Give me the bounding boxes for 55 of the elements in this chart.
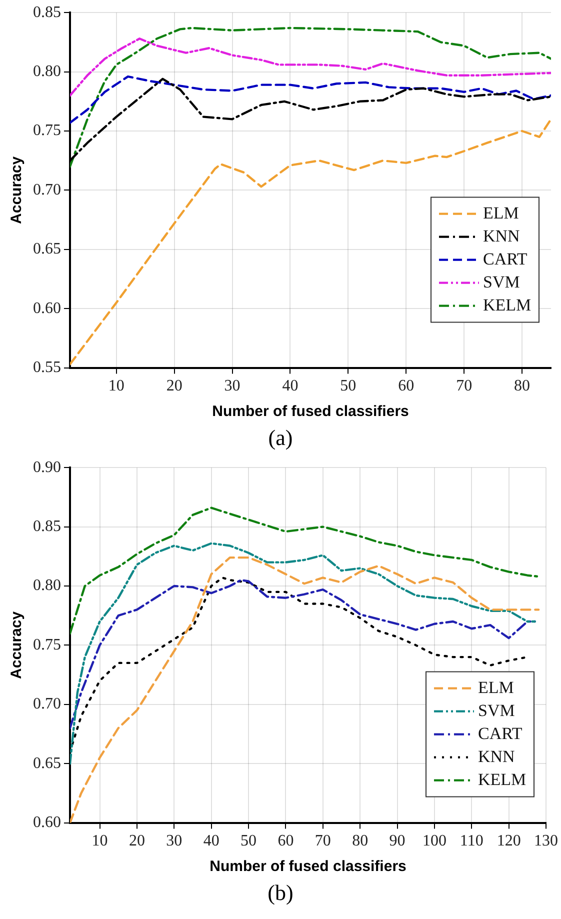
y-axis-title: Accuracy [8, 156, 26, 224]
y-tick-label: 0.60 [33, 300, 61, 317]
x-tick-label: 40 [203, 832, 220, 850]
x-tick-label: 100 [422, 832, 446, 850]
legend-label: KNN [478, 746, 515, 766]
y-tick-label: 0.75 [33, 636, 61, 654]
x-tick-label: 10 [108, 378, 124, 395]
x-tick-label: 60 [278, 832, 294, 850]
y-tick-label: 0.60 [33, 814, 61, 832]
y-tick-label: 0.70 [33, 696, 61, 713]
x-tick-label: 110 [460, 832, 484, 850]
x-tick-label: 30 [224, 378, 240, 395]
x-tick-label: 120 [496, 832, 521, 850]
text: (b) [266, 880, 294, 907]
line-series [70, 542, 536, 765]
y-axis-title: Accuracy [8, 610, 26, 679]
legend-label: SVM [483, 272, 520, 292]
line-series [70, 506, 540, 634]
legend-label: CART [478, 724, 523, 743]
y-tick-label: 0.85 [33, 4, 61, 21]
y-tick-label: 0.70 [33, 181, 61, 198]
x-tick-label: 70 [456, 378, 472, 395]
y-tick-label: 0.90 [33, 458, 61, 476]
x-tick-label: 50 [240, 832, 256, 850]
y-tick-label: 0.75 [33, 122, 61, 140]
legend-label: KNN [483, 226, 520, 246]
line-series [70, 556, 540, 823]
x-tick-label: 130 [534, 832, 558, 850]
x-tick-label: 40 [282, 378, 298, 395]
y-tick-label: 0.65 [33, 240, 61, 258]
y-tick-label: 0.65 [33, 754, 61, 772]
x-tick-label: 60 [398, 378, 414, 395]
x-tick-label: 70 [314, 832, 331, 850]
legend-label: ELM [483, 203, 519, 222]
y-tick-label: 0.55 [33, 359, 61, 376]
x-tick-label: 20 [166, 378, 182, 395]
x-tick-label: 80 [514, 378, 530, 395]
legend-label: SVM [478, 700, 515, 720]
x-axis-title: Number of fused classifiers [212, 403, 409, 420]
x-tick-label: 20 [128, 832, 145, 850]
x-tick-label: 30 [166, 832, 182, 850]
text: (a) [267, 425, 294, 452]
legend-label: KELM [478, 770, 526, 789]
legend-label: ELM [478, 678, 514, 697]
legend-label: KELM [483, 295, 532, 314]
x-axis-title: Number of fused classifiers [210, 858, 406, 876]
y-tick-label: 0.85 [33, 518, 61, 536]
x-tick-label: 90 [389, 832, 406, 850]
x-tick-label: 10 [92, 832, 108, 850]
x-tick-label: 50 [340, 378, 356, 395]
x-tick-label: 80 [352, 832, 368, 850]
y-tick-label: 0.80 [33, 577, 61, 594]
line-series [70, 75, 551, 124]
legend-label: CART [483, 249, 528, 268]
y-tick-label: 0.80 [33, 63, 61, 80]
